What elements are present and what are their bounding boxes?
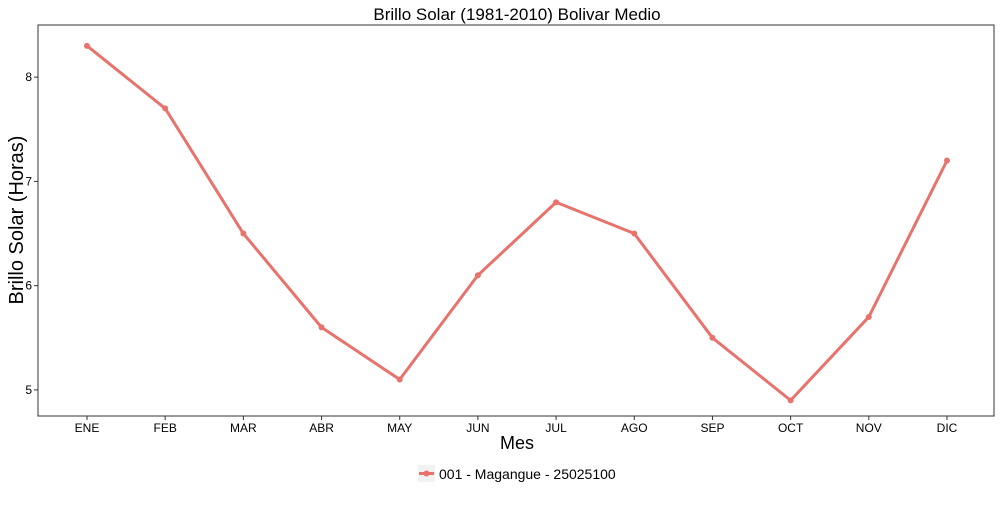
x-tick-label: OCT: [778, 421, 804, 435]
x-tick-label: NOV: [856, 421, 882, 435]
y-axis-label: Brillo Solar (Horas): [6, 136, 28, 305]
data-point: [553, 199, 560, 206]
data-point: [631, 230, 638, 237]
data-point: [240, 230, 247, 237]
x-axis-label: Mes: [500, 433, 534, 453]
data-point: [318, 324, 325, 331]
data-point: [865, 313, 872, 320]
chart-title: Brillo Solar (1981-2010) Bolivar Medio: [373, 5, 660, 24]
series-layer: [84, 42, 950, 404]
x-tick-label: MAR: [230, 421, 257, 435]
y-axis: 5 6 7 8: [25, 70, 38, 397]
x-tick-label: JUN: [466, 421, 489, 435]
legend-label: 001 - Magangue - 25025100: [439, 466, 616, 482]
x-tick-label: SEP: [700, 421, 724, 435]
x-tick-label: AGO: [621, 421, 648, 435]
series-line: [85, 44, 949, 402]
x-tick-label: ENE: [75, 421, 100, 435]
y-tick-label: 7: [25, 174, 32, 188]
legend-key-point: [423, 470, 430, 477]
data-point: [396, 376, 403, 383]
x-tick-label: JUL: [545, 421, 567, 435]
y-tick-label: 5: [25, 383, 32, 397]
data-point: [162, 105, 169, 112]
data-point: [709, 334, 716, 341]
x-tick-label: MAY: [387, 421, 412, 435]
legend: 001 - Magangue - 25025100: [418, 465, 616, 482]
x-tick-label: FEB: [154, 421, 177, 435]
data-point: [474, 272, 481, 279]
data-point: [84, 42, 90, 49]
x-tick-label: DIC: [937, 421, 958, 435]
plot-panel-border: [37, 24, 995, 417]
x-tick-label: ABR: [309, 421, 334, 435]
data-point: [787, 397, 794, 404]
data-point: [944, 157, 950, 164]
x-axis: ENE FEB MAR ABR MAY JUN JUL AGO SEP OCT NOV DIC: [75, 416, 958, 435]
y-tick-label: 6: [25, 279, 32, 293]
y-tick-label: 8: [25, 70, 32, 84]
